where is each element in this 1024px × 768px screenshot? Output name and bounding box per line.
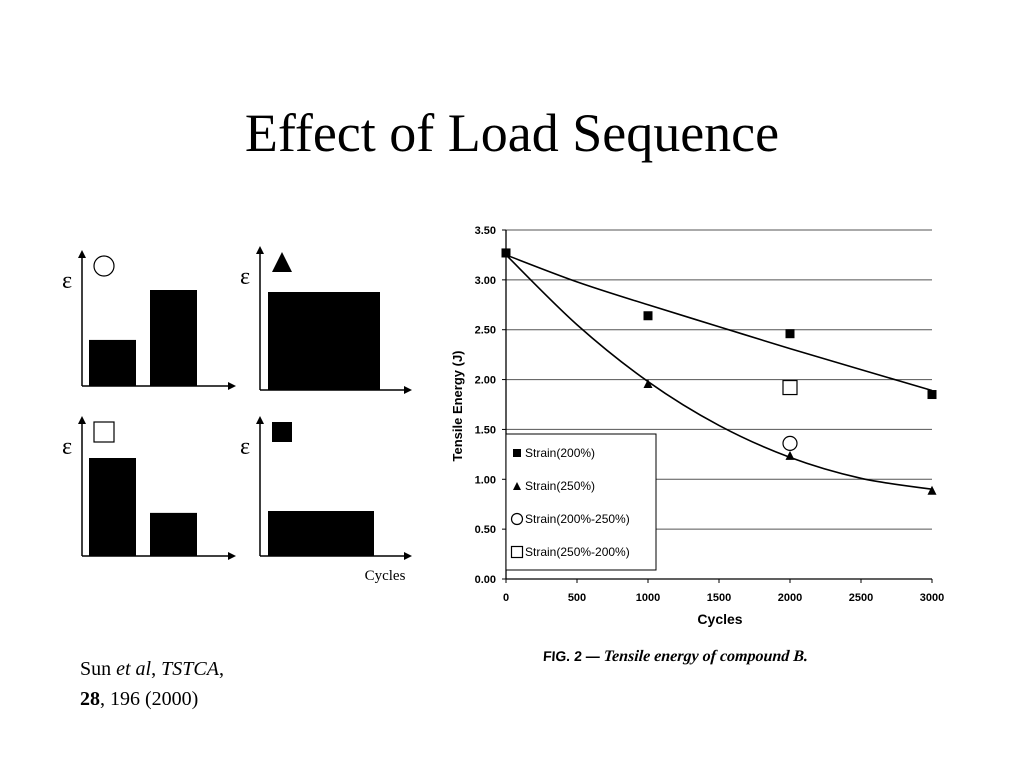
y-tick-label: 3.00 bbox=[475, 275, 496, 287]
citation-sep: , bbox=[151, 658, 162, 680]
figure-caption: FIG. 2 — Tensile energy of compound B. bbox=[542, 648, 809, 666]
legend-marker bbox=[513, 482, 521, 490]
figure-caption-prefix: FIG. 2 — bbox=[542, 648, 605, 664]
y-tick-label: 1.50 bbox=[475, 424, 496, 436]
epsilon-label: ε bbox=[240, 434, 250, 460]
load-sequence-schematics: ε ε ε ε Cycles bbox=[62, 246, 412, 584]
schematic-bar bbox=[89, 458, 136, 556]
schematic-marker bbox=[272, 422, 292, 442]
data-point bbox=[782, 379, 798, 396]
x-tick-label: 2000 bbox=[778, 592, 802, 604]
schematic-panel: ε bbox=[240, 416, 412, 560]
data-point bbox=[782, 435, 798, 451]
legend-marker bbox=[510, 512, 524, 526]
citation-sep-2: , bbox=[218, 658, 224, 680]
x-tick-label: 1000 bbox=[636, 592, 660, 604]
citation: Sun et al, TSTCA, 28, 196 (2000) bbox=[80, 654, 224, 714]
citation-author: Sun bbox=[80, 658, 117, 680]
legend-box bbox=[505, 433, 657, 571]
schematic-bar bbox=[268, 292, 380, 390]
data-point bbox=[927, 485, 937, 495]
data-point bbox=[785, 329, 795, 339]
fit-curve bbox=[505, 254, 933, 491]
schematic-panel: ε bbox=[240, 246, 412, 394]
data-point bbox=[785, 450, 795, 460]
citation-pages-year: , 196 (2000) bbox=[100, 688, 199, 710]
epsilon-label: ε bbox=[240, 264, 250, 290]
x-tick-label: 1500 bbox=[707, 592, 731, 604]
legend-label: Strain(200%) bbox=[525, 446, 595, 460]
schematic-marker bbox=[93, 421, 115, 443]
schematic-bar bbox=[268, 511, 374, 556]
schematic-marker bbox=[272, 252, 292, 272]
epsilon-label: ε bbox=[62, 434, 72, 460]
schematic-bar bbox=[89, 339, 136, 386]
y-tick-label: 2.00 bbox=[475, 375, 496, 387]
chart-y-axis-label: Tensile Energy (J) bbox=[450, 350, 465, 461]
x-tick-label: 3000 bbox=[920, 592, 944, 604]
schematic-panel: ε bbox=[62, 416, 236, 560]
schematic-bar bbox=[150, 290, 197, 386]
y-tick-label: 3.50 bbox=[475, 225, 496, 237]
fit-curve bbox=[505, 254, 933, 392]
x-tick-label: 2500 bbox=[849, 592, 873, 604]
data-point bbox=[501, 248, 511, 258]
epsilon-label: ε bbox=[62, 268, 72, 294]
chart-x-axis-label: Cycles bbox=[697, 611, 742, 627]
x-tick-label: 0 bbox=[503, 592, 509, 604]
data-point bbox=[927, 390, 937, 400]
y-tick-label: 0.00 bbox=[475, 574, 496, 586]
legend-label: Strain(250%-200%) bbox=[525, 545, 630, 559]
y-tick-label: 0.50 bbox=[475, 524, 496, 536]
schematic-marker bbox=[93, 255, 115, 277]
citation-etal: et al bbox=[116, 658, 152, 680]
citation-volume: 28 bbox=[80, 688, 100, 710]
legend-label: Strain(250%) bbox=[525, 479, 595, 493]
schematic-panel: ε bbox=[62, 250, 236, 390]
citation-journal: TSTCA bbox=[161, 658, 219, 680]
schematic-bar bbox=[150, 512, 197, 556]
data-point bbox=[643, 379, 653, 389]
legend-label: Strain(200%-250%) bbox=[525, 512, 630, 526]
y-tick-label: 2.50 bbox=[475, 325, 496, 337]
schematic-x-label: Cycles bbox=[365, 568, 406, 584]
legend-marker bbox=[510, 545, 524, 559]
data-point bbox=[643, 311, 653, 321]
figure-caption-text: Tensile energy of compound B. bbox=[603, 648, 809, 665]
y-tick-label: 1.00 bbox=[475, 474, 496, 486]
legend-marker bbox=[513, 449, 521, 457]
slide-title: Effect of Load Sequence bbox=[244, 103, 780, 163]
x-tick-label: 500 bbox=[568, 592, 586, 604]
